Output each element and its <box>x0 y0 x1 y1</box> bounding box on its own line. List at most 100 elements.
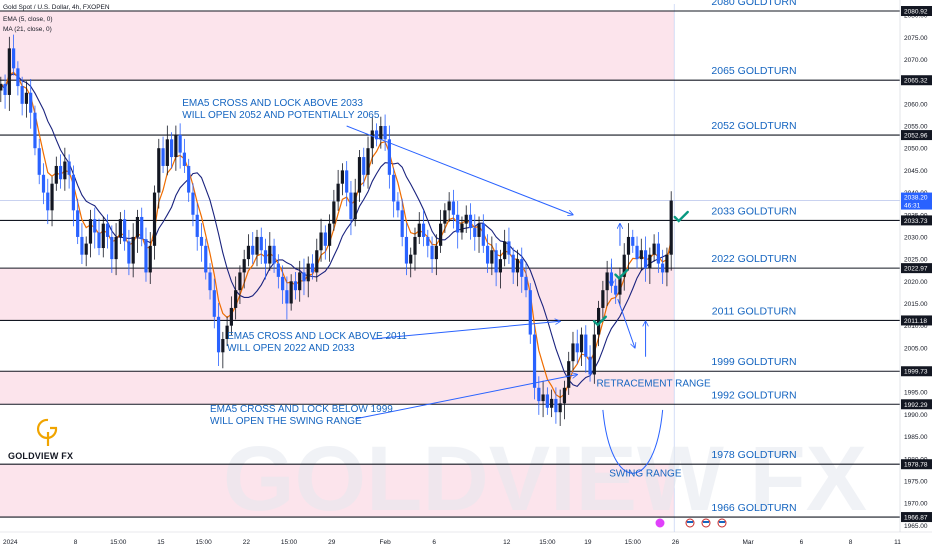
candle[interactable] <box>473 228 477 237</box>
candle[interactable] <box>430 245 434 260</box>
candle[interactable] <box>421 223 426 237</box>
candle[interactable] <box>656 243 660 264</box>
candle[interactable] <box>357 157 362 193</box>
candle[interactable] <box>353 192 357 220</box>
candle[interactable] <box>490 250 494 264</box>
candle[interactable] <box>302 272 306 282</box>
candle[interactable] <box>327 223 332 246</box>
candle[interactable] <box>58 165 63 180</box>
candle[interactable] <box>366 148 370 175</box>
candle[interactable] <box>665 254 669 273</box>
candle[interactable] <box>592 334 596 375</box>
candle[interactable] <box>165 139 169 166</box>
candle[interactable] <box>50 183 54 211</box>
candle[interactable] <box>225 325 229 339</box>
candle[interactable] <box>439 223 443 246</box>
candle[interactable] <box>20 86 24 104</box>
candle[interactable] <box>29 92 33 113</box>
candle[interactable] <box>588 356 592 375</box>
candle[interactable] <box>464 214 468 224</box>
candle[interactable] <box>101 223 105 249</box>
candle[interactable] <box>545 394 549 408</box>
candle[interactable] <box>336 183 340 202</box>
candle[interactable] <box>54 165 58 184</box>
candle[interactable] <box>481 223 485 246</box>
symbol-title[interactable]: Gold Spot / U.S. Dollar, 4h, FXOPEN <box>3 4 110 11</box>
candle[interactable] <box>601 290 605 308</box>
candle[interactable] <box>174 134 178 158</box>
candle[interactable] <box>289 281 293 304</box>
candle[interactable] <box>652 243 656 255</box>
candle[interactable] <box>605 272 609 291</box>
candle[interactable] <box>550 398 554 408</box>
candle[interactable] <box>340 170 344 184</box>
candle[interactable] <box>263 250 268 264</box>
candle[interactable] <box>216 316 221 353</box>
candle[interactable] <box>532 334 537 388</box>
candle[interactable] <box>447 201 451 211</box>
candle[interactable] <box>97 232 101 249</box>
candle[interactable] <box>285 290 289 304</box>
candle[interactable] <box>195 214 199 237</box>
candle[interactable] <box>528 290 532 335</box>
candle[interactable] <box>204 245 208 273</box>
candle[interactable] <box>567 361 571 388</box>
candle[interactable] <box>234 290 238 308</box>
candle[interactable] <box>426 236 430 246</box>
candle[interactable] <box>182 152 187 166</box>
candle[interactable] <box>41 174 46 193</box>
candle[interactable] <box>648 254 652 268</box>
event-flash-icon[interactable] <box>655 518 665 528</box>
candle[interactable] <box>618 276 622 295</box>
candle[interactable] <box>400 210 404 237</box>
candle[interactable] <box>238 272 242 291</box>
candle[interactable] <box>221 338 225 353</box>
candle[interactable] <box>12 48 16 69</box>
candle[interactable] <box>118 219 122 237</box>
ma-legend[interactable]: MA (21, close, 0) <box>3 26 52 33</box>
candle[interactable] <box>93 219 97 233</box>
candle[interactable] <box>554 398 558 413</box>
candle[interactable] <box>349 192 353 220</box>
candle[interactable] <box>199 236 204 246</box>
candle[interactable] <box>669 200 673 255</box>
candle[interactable] <box>293 281 298 291</box>
candle[interactable] <box>131 236 135 264</box>
candle[interactable] <box>477 223 481 237</box>
candle[interactable] <box>468 214 473 229</box>
candle[interactable] <box>515 259 520 273</box>
candle[interactable] <box>105 223 110 237</box>
candle[interactable] <box>84 243 88 255</box>
candle[interactable] <box>187 165 191 193</box>
candle[interactable] <box>404 236 409 264</box>
candle[interactable] <box>157 148 161 193</box>
candle[interactable] <box>494 250 498 273</box>
candle[interactable] <box>246 245 251 260</box>
candle[interactable] <box>520 259 524 277</box>
candle[interactable] <box>144 239 148 273</box>
candle[interactable] <box>0 83 3 91</box>
candle[interactable] <box>417 223 421 237</box>
candle[interactable] <box>161 148 165 166</box>
candle[interactable] <box>413 236 417 255</box>
candle[interactable] <box>272 245 276 264</box>
candle[interactable] <box>71 174 75 211</box>
candle[interactable] <box>37 148 41 175</box>
candle[interactable] <box>3 83 7 95</box>
candle[interactable] <box>276 263 280 277</box>
candle[interactable] <box>178 134 182 153</box>
candle[interactable] <box>456 214 460 233</box>
candle[interactable] <box>127 241 131 264</box>
candle[interactable] <box>661 263 665 273</box>
candle[interactable] <box>298 272 302 291</box>
candle[interactable] <box>631 236 635 246</box>
candle[interactable] <box>148 245 152 273</box>
candle[interactable] <box>114 236 118 260</box>
candle[interactable] <box>315 250 319 273</box>
candle[interactable] <box>63 161 67 180</box>
candle[interactable] <box>16 68 20 87</box>
candle[interactable] <box>639 250 643 260</box>
candle[interactable] <box>597 307 601 335</box>
candle[interactable] <box>370 130 374 149</box>
